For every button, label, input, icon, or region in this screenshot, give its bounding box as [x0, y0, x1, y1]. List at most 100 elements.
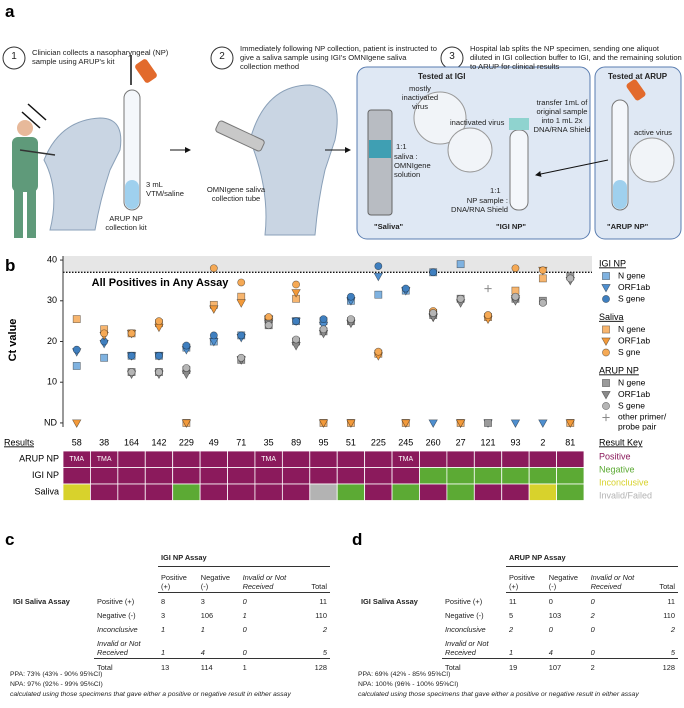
table-row: ARUP NP Assay: [358, 552, 678, 567]
marker-circle: [429, 309, 438, 317]
result-cell: [473, 467, 503, 485]
x-tick-label: 89: [291, 437, 301, 447]
marker-circle: [484, 311, 492, 319]
result-note: TMA: [398, 456, 413, 463]
result-cell: [336, 483, 366, 501]
column-title: ARUP NP Assay: [506, 552, 678, 567]
row-title: IGI Saliva Assay: [361, 596, 418, 606]
column-header: Invalid or Not Received: [239, 566, 309, 593]
marker-circle: [209, 264, 218, 273]
result-cell: [144, 450, 174, 468]
clinician-leg: [27, 190, 36, 238]
marker-square: [72, 315, 81, 324]
box-title: Tested at ARUP: [608, 72, 668, 81]
x-tick-label: 260: [426, 437, 441, 447]
table-value: 3: [200, 596, 205, 606]
marker-circle: [319, 315, 328, 324]
table-row: Total 13 114 1 128: [10, 657, 330, 673]
marker-triangle: [181, 370, 192, 380]
result-key-label: Inconclusive: [599, 477, 649, 487]
table-value: 0: [242, 624, 247, 634]
result-note: TMA: [97, 456, 112, 463]
table-row: Inconclusive 2 0 0 2: [358, 621, 678, 635]
result-cell: [144, 483, 174, 501]
result-cell: [117, 467, 146, 485]
marker-circle: [155, 317, 163, 326]
table-cell: [358, 621, 442, 635]
marker-triangle: [346, 419, 356, 428]
marker-square: [602, 272, 610, 280]
result-cell: [446, 467, 475, 485]
marker-triangle: [428, 419, 438, 428]
contingency-table: ARUP NP Assay Positive (+) Negative (-) Inv…: [358, 552, 678, 673]
table-value: 2: [670, 624, 675, 634]
result-cell: [172, 483, 201, 501]
result-cell: [281, 467, 311, 485]
legend-label: N gene: [618, 324, 646, 334]
table-value: 4: [548, 647, 553, 657]
contingency-table: IGI NP Assay Positive (+) Negative (-) Inva…: [10, 552, 330, 673]
marker-circle: [511, 292, 520, 301]
ratio: 1:1: [396, 142, 407, 151]
sample-name: "Saliva": [374, 222, 404, 231]
arrow: [27, 103, 47, 121]
step-number: 2: [219, 51, 225, 62]
patient-head: [249, 84, 338, 236]
arrow: [535, 159, 609, 177]
x-tick-label: 58: [72, 437, 82, 447]
table-row: IGI NP Assay: [10, 552, 330, 567]
result-cell: [336, 467, 366, 485]
table-value: 114: [197, 657, 240, 673]
marker-circle: [347, 292, 355, 301]
table-value: 19: [506, 657, 546, 673]
table-value: 0: [548, 624, 553, 634]
marker-circle: [602, 295, 610, 303]
table-value: 1: [509, 647, 514, 657]
step-text: Clinician collects a nasopharyngeal (NP)…: [32, 48, 169, 66]
ratio: 1:1: [490, 186, 501, 195]
result-cell: [364, 483, 393, 501]
table-value: 0: [548, 596, 553, 606]
table-value: 110: [315, 610, 327, 620]
marker-circle: [602, 402, 610, 410]
marker-plus: [484, 284, 492, 293]
result-cell: [199, 483, 228, 501]
cutoff-band: [63, 256, 592, 273]
table-row: Positive (+) Negative (-) Invalid or Not R…: [358, 566, 678, 593]
result-cell: [309, 467, 338, 485]
result-cell: [281, 450, 311, 468]
table-row: Positive (+) Negative (-) Invalid or Not R…: [10, 566, 330, 593]
column-header: Invalid or Not Received: [587, 566, 657, 593]
marker-triangle: [510, 419, 521, 428]
marker-circle: [182, 341, 191, 350]
table-value: 11: [509, 596, 517, 606]
result-cell: [528, 483, 557, 501]
virus-label: active virus: [634, 128, 672, 137]
table-cell: [358, 552, 506, 567]
column-header: Positive (+): [158, 566, 198, 593]
x-tick-label: 71: [236, 437, 246, 447]
marker-triangle: [601, 284, 611, 293]
marker-circle: [292, 280, 300, 289]
table-row: IGI Saliva Assay Positive (+) 11 0 0 11: [358, 593, 678, 607]
step-text: Immediately following NP collection, pat…: [240, 44, 437, 71]
step-text: Hospital lab splits the NP specimen, sen…: [470, 44, 682, 71]
result-cell: [254, 483, 283, 501]
x-tick-label: 49: [209, 437, 219, 447]
marker-circle: [264, 313, 273, 321]
marker-circle: [237, 331, 246, 340]
marker-circle: [374, 347, 383, 356]
marker-square: [374, 290, 383, 299]
table-row: Negative (-) 3 106 1 110: [10, 607, 330, 621]
result-cell: [556, 450, 585, 468]
marker-triangle: [209, 305, 219, 314]
table-cell: [358, 567, 442, 593]
kit-liquid: [125, 180, 139, 209]
row-label: Positive (+): [97, 596, 135, 606]
row-label: Inconclusive: [445, 624, 486, 634]
marker-triangle: [565, 419, 576, 428]
marker-circle: [538, 266, 547, 275]
